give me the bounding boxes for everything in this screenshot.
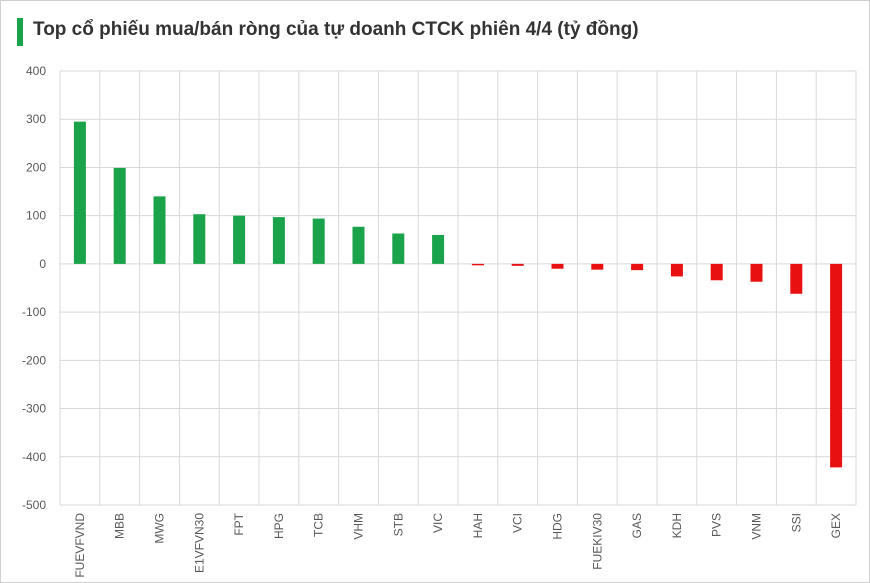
bar-ssi xyxy=(790,263,803,294)
bar-gas xyxy=(631,263,644,271)
bar-gex xyxy=(830,263,843,468)
bar-vci xyxy=(511,263,524,266)
bar-mwg xyxy=(153,196,166,264)
bar-e1vfvn30 xyxy=(193,214,206,264)
x-tick-label: E1VFVN30 xyxy=(192,513,206,573)
title-accent-bar xyxy=(17,18,23,46)
bar-pvs xyxy=(710,263,723,281)
y-tick-label: -300 xyxy=(22,402,46,416)
gridlines xyxy=(59,70,857,506)
bars xyxy=(73,121,843,468)
x-tick-label: MBB xyxy=(113,513,127,539)
x-tick-label: VNM xyxy=(750,513,764,540)
bar-hpg xyxy=(272,217,285,264)
y-tick-label: 300 xyxy=(26,112,46,126)
x-tick-label: VIC xyxy=(431,513,445,533)
x-tick-label: HPG xyxy=(272,513,286,539)
x-tick-label: VCI xyxy=(511,513,525,533)
chart-title: Top cổ phiếu mua/bán ròng của tự doanh C… xyxy=(33,19,639,40)
x-tick-label: HDG xyxy=(551,513,565,540)
y-tick-label: 0 xyxy=(39,257,46,271)
y-axis-ticks: 400 300 200 100 0 -100 -200 -300 -400 -500 xyxy=(22,64,46,512)
x-tick-label: GEX xyxy=(829,513,843,538)
y-tick-label: 100 xyxy=(26,209,46,223)
x-tick-label: FUEVFVND xyxy=(73,513,87,578)
bar-kdh xyxy=(670,263,683,277)
y-tick-label: 400 xyxy=(26,64,46,78)
bar-fuekiv30 xyxy=(591,263,604,270)
x-tick-label: SSI xyxy=(789,513,803,532)
bar-vhm xyxy=(352,226,365,264)
y-tick-label: -500 xyxy=(22,498,46,512)
bar-mbb xyxy=(113,167,126,264)
x-tick-label: KDH xyxy=(670,513,684,538)
x-tick-label: VHM xyxy=(352,513,366,540)
x-tick-label: FPT xyxy=(232,512,246,535)
bar-vic xyxy=(432,234,445,264)
bar-tcb xyxy=(312,218,325,264)
x-tick-label: TCB xyxy=(312,513,326,537)
bar-stb xyxy=(392,233,405,264)
x-tick-label: FUEKIV30 xyxy=(590,513,604,570)
x-axis-ticks: FUEVFVND MBB MWG E1VFVN30 FPT HPG TCB VHM STB VIC… xyxy=(73,512,843,577)
bar-fuevfvnd xyxy=(73,121,86,264)
bar-hah xyxy=(471,263,484,266)
y-tick-label: -200 xyxy=(22,353,46,367)
bar-vnm xyxy=(750,263,763,282)
bar-hdg xyxy=(551,263,564,269)
x-tick-label: PVS xyxy=(710,513,724,537)
bar-fpt xyxy=(233,215,246,264)
y-tick-label: -400 xyxy=(22,450,46,464)
x-tick-label: STB xyxy=(391,513,405,536)
x-tick-label: MWG xyxy=(153,513,167,544)
y-tick-label: -100 xyxy=(22,305,46,319)
x-tick-label: HAH xyxy=(471,513,485,538)
x-tick-label: GAS xyxy=(630,513,644,538)
y-tick-label: 200 xyxy=(26,160,46,174)
